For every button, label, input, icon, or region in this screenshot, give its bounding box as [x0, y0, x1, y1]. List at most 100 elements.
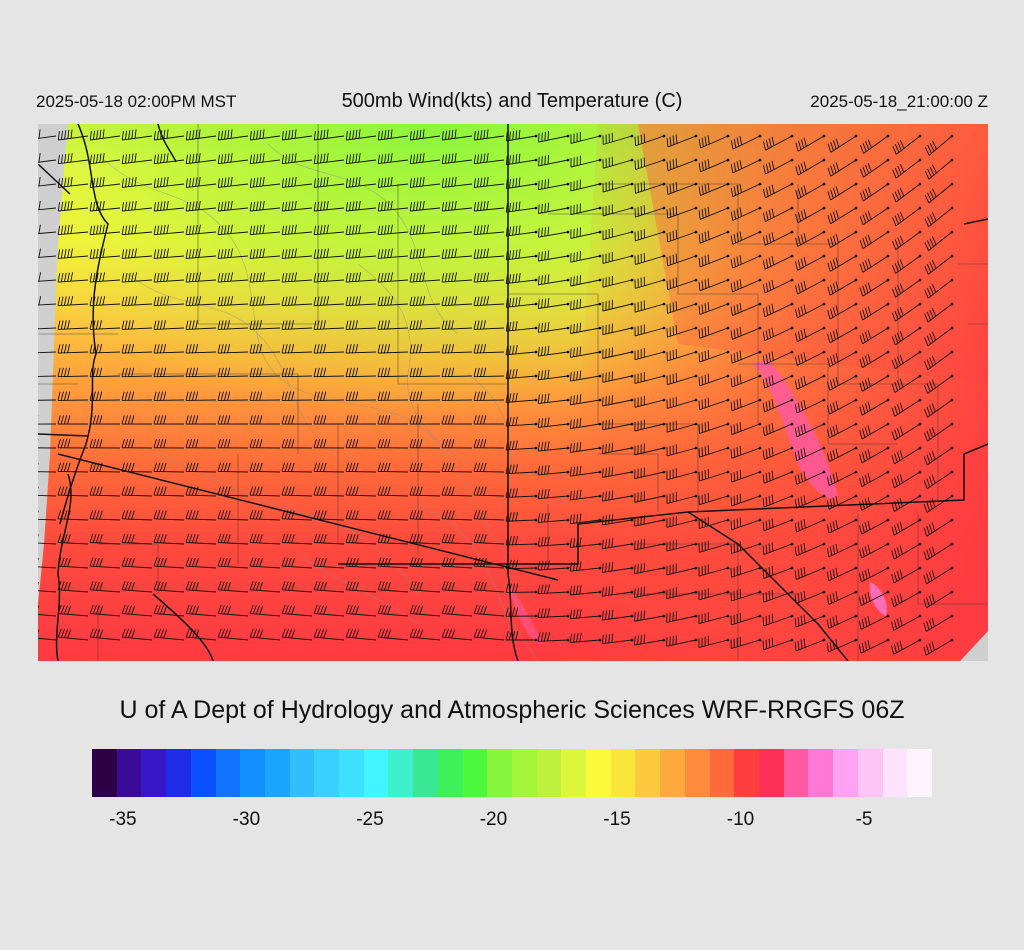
wind-barb	[570, 423, 601, 430]
wind-barb-feather	[891, 597, 895, 607]
wind-barb-feather	[383, 391, 388, 401]
wind-barb-feather	[217, 367, 221, 377]
station-dot	[822, 542, 826, 546]
wind-barb-feather	[763, 165, 766, 175]
wind-barb-feather	[377, 367, 381, 377]
wind-barb-feather	[195, 201, 198, 211]
wind-barb-feather	[92, 415, 96, 425]
wind-barb-feather	[95, 486, 100, 496]
wind-barb-feather	[355, 391, 359, 401]
wind-barb-feather	[835, 639, 838, 649]
wind-barb-feather	[281, 273, 285, 283]
wind-barb	[122, 279, 153, 283]
wind-barb-feather	[419, 558, 423, 567]
station-dot	[790, 494, 794, 498]
wind-barb-feather	[605, 562, 607, 573]
station-dot	[790, 590, 794, 594]
station-dot	[854, 590, 858, 594]
wind-barb-feather	[643, 205, 646, 215]
wind-barb-feather	[515, 345, 518, 354]
wind-barb-feather	[483, 248, 486, 258]
wind-barb-feather	[829, 475, 833, 485]
wind-barb-feather	[505, 488, 509, 498]
wind-barb-feather	[505, 203, 508, 213]
wind-barb-feather	[544, 203, 546, 213]
station-dot	[566, 254, 570, 258]
wind-barb-feather	[832, 569, 836, 579]
wind-barb-feather	[762, 545, 765, 555]
station-dot	[662, 302, 666, 306]
wind-barb-feather	[803, 543, 806, 553]
wind-barb	[700, 159, 729, 173]
wind-barb-feather	[92, 462, 97, 472]
wind-barb-feather	[762, 307, 766, 317]
wind-barb-feather	[899, 354, 904, 364]
wind-barb-feather	[511, 488, 515, 498]
station-dot	[662, 350, 666, 354]
wind-barb-feather	[326, 200, 329, 210]
wind-barb-feather	[486, 296, 490, 306]
wind-barb-feather	[544, 560, 547, 570]
wind-barb-feather	[415, 486, 420, 496]
wind-barb-feather	[931, 403, 936, 412]
wind-barb-feather	[541, 322, 543, 332]
wind-barb-feather	[669, 279, 672, 289]
wind-barb-feather	[739, 374, 742, 384]
wind-barb-feather	[608, 371, 610, 381]
wind-barb-feather	[483, 296, 486, 306]
wind-barb-feather	[927, 216, 932, 225]
wind-barb-feather	[153, 581, 158, 590]
wind-barb-feather	[224, 581, 228, 591]
wind-barb-feather	[262, 153, 265, 163]
wind-barb	[122, 231, 153, 236]
wind-barb-feather	[67, 558, 71, 567]
station-dot	[822, 422, 826, 426]
wind-barb-feather	[249, 462, 253, 472]
wind-barb-feather	[476, 510, 481, 520]
wind-barb-feather	[294, 272, 298, 282]
wind-barb	[249, 375, 281, 378]
wind-barb-feather	[153, 320, 157, 330]
wind-barb	[346, 565, 377, 569]
wind-barb-feather	[797, 426, 801, 436]
wind-barb-feather	[63, 462, 68, 472]
wind-barb-feather	[412, 178, 416, 188]
wind-barb-feather	[256, 130, 259, 140]
wind-barb-feather	[640, 134, 643, 144]
wind-barb-feather	[448, 629, 453, 638]
station-dot	[854, 422, 858, 426]
station-dot	[598, 206, 602, 210]
wind-barb-feather	[707, 159, 710, 169]
wind-barb	[927, 399, 953, 418]
wind-barb-feather	[483, 201, 486, 211]
station-dot	[630, 278, 634, 282]
wind-barb-feather	[185, 581, 190, 590]
wind-barb	[797, 255, 825, 271]
wind-barb-feather	[611, 442, 614, 452]
wind-barb-feather	[188, 344, 192, 354]
wind-barb-feather	[67, 510, 71, 520]
wind-barb	[474, 636, 505, 641]
wind-barb-feather	[319, 320, 323, 330]
wind-barb-feather	[313, 296, 317, 306]
wind-barb-feather	[415, 510, 420, 520]
wind-barb-feather	[409, 249, 413, 259]
wind-barb-feather	[835, 281, 839, 291]
wind-barb	[570, 351, 601, 358]
wind-barb	[927, 327, 953, 347]
station-dot	[918, 206, 922, 210]
station-dot	[598, 134, 602, 138]
wind-barb-feather	[666, 637, 668, 647]
wind-barb-feather	[579, 441, 582, 452]
wind-barb-feather	[736, 280, 739, 290]
wind-barb	[474, 255, 505, 259]
wind-barb-feather	[862, 380, 866, 390]
wind-barb-feather	[537, 489, 541, 499]
wind-barb-feather	[185, 296, 189, 306]
wind-barb-feather	[281, 178, 284, 188]
wind-barb-feather	[508, 631, 512, 641]
wind-barb-feather	[698, 305, 701, 315]
wind-barb	[506, 255, 537, 261]
wind-barb	[699, 327, 729, 339]
wind-barb-feather	[547, 393, 550, 403]
